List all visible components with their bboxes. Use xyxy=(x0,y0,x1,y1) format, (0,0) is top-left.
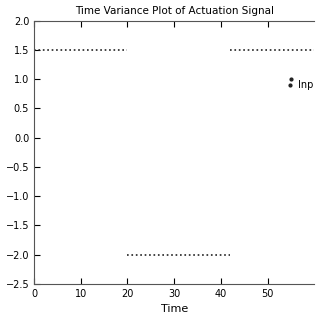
Title: Time Variance Plot of Actuation Signal: Time Variance Plot of Actuation Signal xyxy=(75,5,274,16)
Legend: Inp: Inp xyxy=(288,78,315,92)
X-axis label: Time: Time xyxy=(161,304,188,315)
